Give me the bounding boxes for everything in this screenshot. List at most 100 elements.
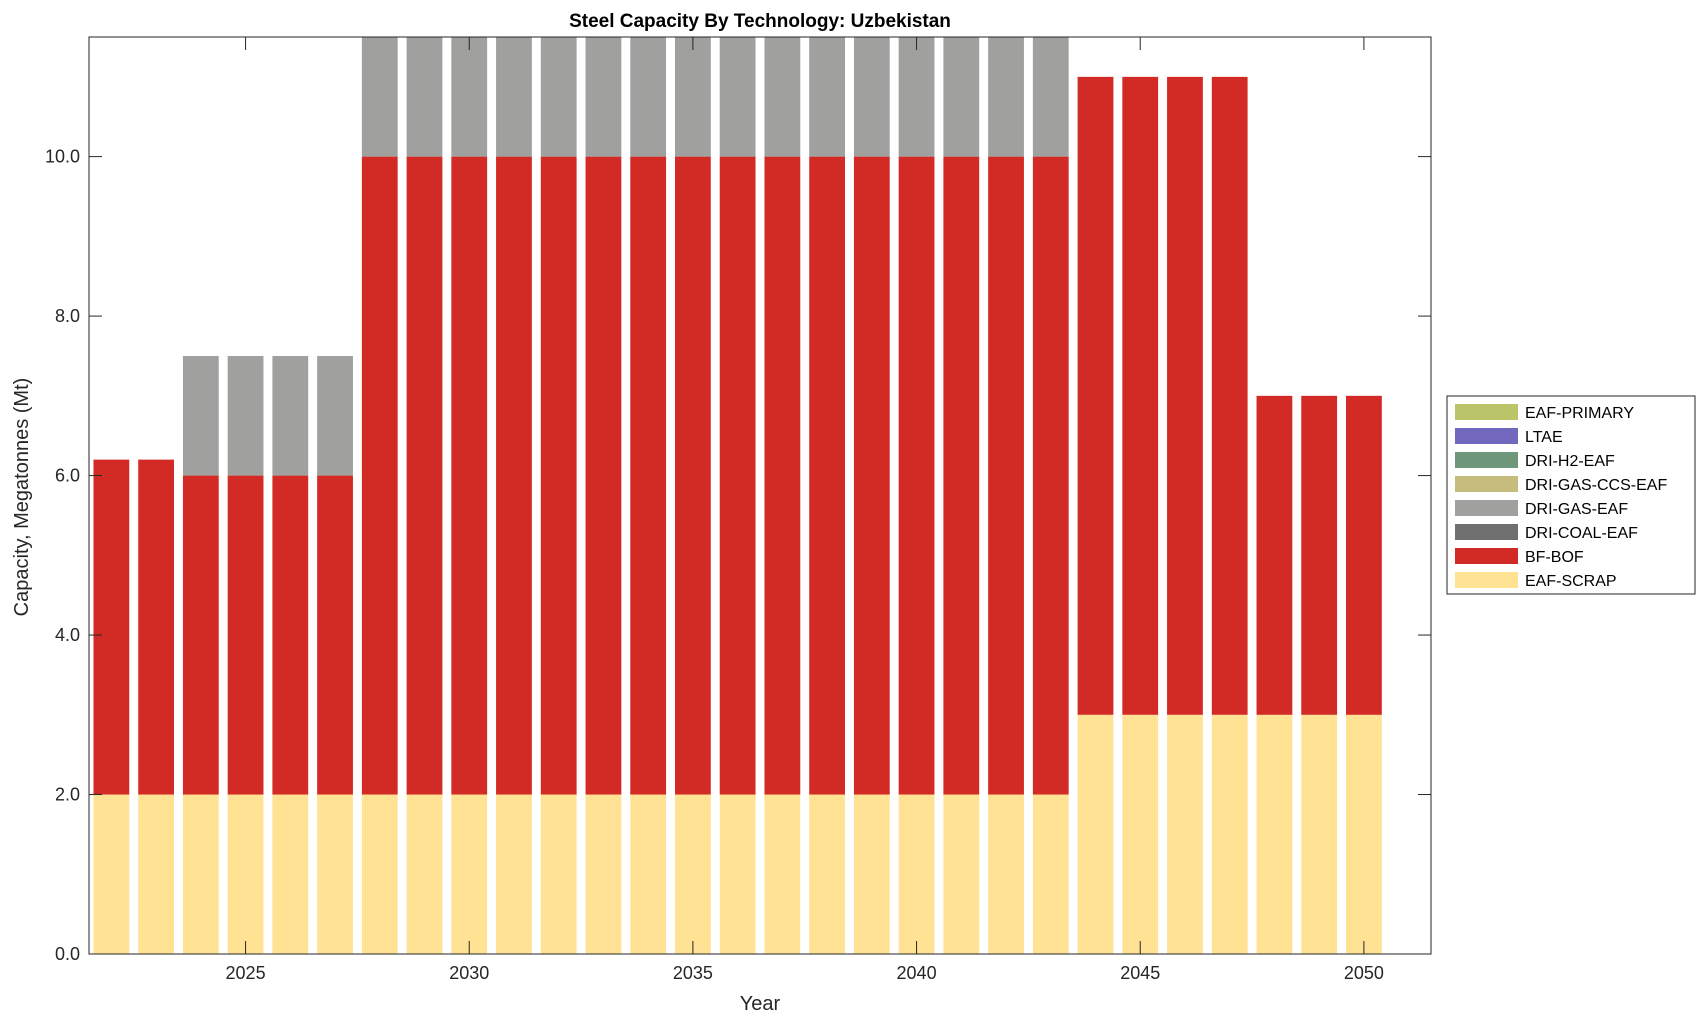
bar-eaf-scrap-2024 xyxy=(182,794,219,954)
bar-eaf-scrap-2049 xyxy=(1301,714,1338,954)
legend-swatch-dri-h2-eaf xyxy=(1455,452,1518,468)
bar-bf-bof-2027 xyxy=(317,475,353,795)
legend-label-dri-gas-ccs-eaf: DRI-GAS-CCS-EAF xyxy=(1525,477,1667,494)
bar-bf-bof-2026 xyxy=(272,475,309,795)
legend-label-bf-bof: BF-BOF xyxy=(1525,549,1584,566)
bar-bf-bof-2029 xyxy=(406,156,443,795)
bar-bf-bof-2045 xyxy=(1122,76,1159,715)
bar-dri-gas-eaf-2032 xyxy=(540,37,577,157)
legend-label-eaf-scrap: EAF-SCRAP xyxy=(1525,573,1617,590)
legend-label-dri-gas-eaf: DRI-GAS-EAF xyxy=(1525,501,1628,518)
bar-dri-gas-eaf-2036 xyxy=(719,37,756,157)
bar-bf-bof-2037 xyxy=(764,156,801,795)
bar-dri-gas-eaf-2033 xyxy=(585,37,622,157)
bar-eaf-scrap-2036 xyxy=(719,794,756,954)
legend-label-dri-h2-eaf: DRI-H2-EAF xyxy=(1525,453,1615,470)
legend-label-dri-coal-eaf: DRI-COAL-EAF xyxy=(1525,525,1638,542)
y-tick-label: 2.0 xyxy=(55,785,80,805)
bar-dri-gas-eaf-2043 xyxy=(1032,37,1069,157)
bars-group xyxy=(93,37,1382,954)
bar-eaf-scrap-2032 xyxy=(540,794,577,954)
bar-bf-bof-2048 xyxy=(1256,395,1293,715)
bar-bf-bof-2042 xyxy=(988,156,1024,795)
bar-bf-bof-2039 xyxy=(853,156,890,795)
x-tick-label: 2040 xyxy=(897,963,937,983)
bar-bf-bof-2035 xyxy=(675,156,711,795)
bar-bf-bof-2047 xyxy=(1211,76,1248,715)
bar-eaf-scrap-2026 xyxy=(272,794,309,954)
bar-eaf-scrap-2037 xyxy=(764,794,801,954)
y-tick-label: 10.0 xyxy=(45,147,80,167)
bar-eaf-scrap-2041 xyxy=(943,794,980,954)
plot-frame xyxy=(88,36,1432,955)
bar-eaf-scrap-2035 xyxy=(675,794,711,954)
bar-bf-bof-2033 xyxy=(585,156,622,795)
bar-bf-bof-2043 xyxy=(1032,156,1069,795)
bar-dri-gas-eaf-2037 xyxy=(764,37,801,157)
bar-eaf-scrap-2044 xyxy=(1077,714,1114,954)
bar-eaf-scrap-2023 xyxy=(138,794,174,954)
bar-eaf-scrap-2040 xyxy=(898,794,935,954)
bar-dri-gas-eaf-2026 xyxy=(272,355,309,476)
y-tick-label: 4.0 xyxy=(55,625,80,645)
legend-label-ltae: LTAE xyxy=(1525,429,1563,446)
bar-bf-bof-2038 xyxy=(809,156,845,795)
bar-dri-gas-eaf-2039 xyxy=(853,37,890,157)
bar-bf-bof-2024 xyxy=(182,475,219,795)
bar-eaf-scrap-2025 xyxy=(227,794,264,954)
bar-dri-gas-eaf-2038 xyxy=(809,37,845,157)
bar-eaf-scrap-2047 xyxy=(1211,714,1248,954)
bar-dri-gas-eaf-2028 xyxy=(361,37,398,157)
bar-dri-gas-eaf-2031 xyxy=(496,37,532,157)
x-axis-label: Year xyxy=(740,993,781,1015)
legend-swatch-dri-coal-eaf xyxy=(1455,524,1518,540)
bar-dri-gas-eaf-2042 xyxy=(988,37,1024,157)
chart-title: Steel Capacity By Technology: Uzbekistan xyxy=(569,11,951,32)
legend-swatch-eaf-scrap xyxy=(1455,572,1518,588)
bar-dri-gas-eaf-2027 xyxy=(317,355,353,476)
legend-label-eaf-primary: EAF-PRIMARY xyxy=(1525,405,1634,422)
y-tick-label: 6.0 xyxy=(55,466,80,486)
legend-swatch-ltae xyxy=(1455,428,1518,444)
legend-swatch-eaf-primary xyxy=(1455,404,1518,420)
bar-dri-gas-eaf-2041 xyxy=(943,37,980,157)
bar-bf-bof-2030 xyxy=(451,156,488,795)
bar-bf-bof-2050 xyxy=(1346,395,1382,715)
bar-bf-bof-2022 xyxy=(93,459,130,795)
bar-dri-gas-eaf-2024 xyxy=(182,355,219,476)
x-tick-label: 2025 xyxy=(226,963,266,983)
x-tick-label: 2030 xyxy=(449,963,489,983)
bar-dri-gas-eaf-2029 xyxy=(406,37,443,157)
bar-eaf-scrap-2050 xyxy=(1346,714,1382,954)
bar-bf-bof-2034 xyxy=(630,156,667,795)
bar-bf-bof-2040 xyxy=(898,156,935,795)
y-tick-label: 8.0 xyxy=(55,306,80,326)
bar-eaf-scrap-2048 xyxy=(1256,714,1293,954)
axes-group: 0.0 2.0 4.0 6.0 8.0 10.0 2025 2030 2035 2040 2045 2… xyxy=(45,36,1432,983)
bar-eaf-scrap-2038 xyxy=(809,794,845,954)
bar-eaf-scrap-2030 xyxy=(451,794,488,954)
legend-swatch-dri-gas-ccs-eaf xyxy=(1455,476,1518,492)
bar-bf-bof-2046 xyxy=(1167,76,1203,715)
x-tick-label: 2045 xyxy=(1120,963,1160,983)
bar-eaf-scrap-2029 xyxy=(406,794,443,954)
legend-swatch-bf-bof xyxy=(1455,548,1518,564)
x-tick-label: 2035 xyxy=(673,963,713,983)
bar-eaf-scrap-2027 xyxy=(317,794,353,954)
bar-bf-bof-2032 xyxy=(540,156,577,795)
legend-swatch-dri-gas-eaf xyxy=(1455,500,1518,516)
bar-dri-gas-eaf-2025 xyxy=(227,355,264,476)
bar-bf-bof-2049 xyxy=(1301,395,1338,715)
bar-bf-bof-2044 xyxy=(1077,76,1114,715)
bar-bf-bof-2036 xyxy=(719,156,756,795)
bar-dri-gas-eaf-2035 xyxy=(675,37,711,157)
bar-eaf-scrap-2033 xyxy=(585,794,622,954)
bar-bf-bof-2028 xyxy=(361,156,398,795)
y-tick-label: 0.0 xyxy=(55,944,80,964)
bar-eaf-scrap-2022 xyxy=(93,794,130,954)
bar-eaf-scrap-2031 xyxy=(496,794,532,954)
bar-eaf-scrap-2034 xyxy=(630,794,667,954)
bar-eaf-scrap-2042 xyxy=(988,794,1024,954)
bar-bf-bof-2023 xyxy=(138,459,174,795)
